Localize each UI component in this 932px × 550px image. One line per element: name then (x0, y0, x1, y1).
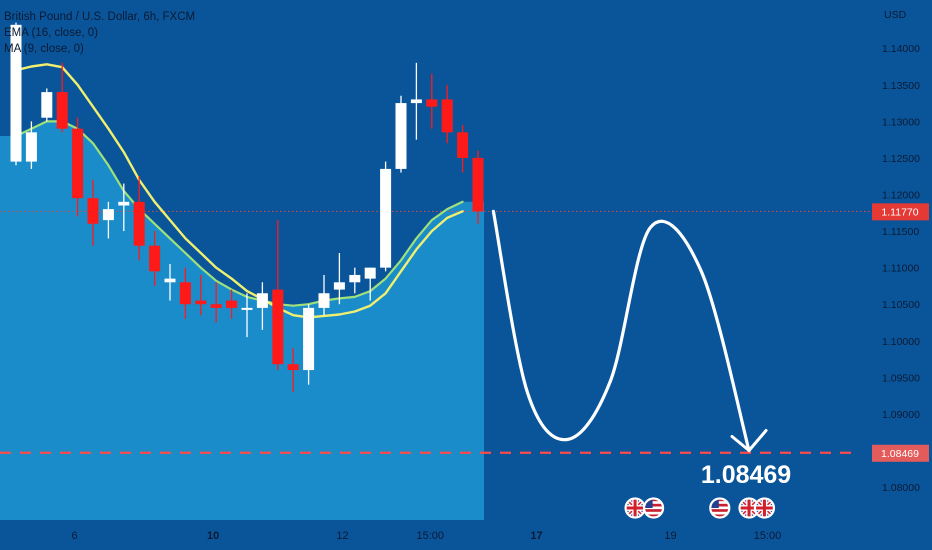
price-tick-label: 1.13500 (882, 80, 920, 92)
candle-body[interactable] (364, 267, 376, 279)
candle-body[interactable] (56, 92, 68, 129)
projection-arrowhead (730, 429, 768, 453)
price-tick-label: 1.11000 (882, 263, 919, 275)
price-unit-label: USD (884, 9, 907, 21)
candle-body[interactable] (164, 278, 176, 283)
time-tick-label: 12 (336, 530, 348, 542)
candle-body[interactable] (25, 132, 37, 162)
target-price-annotation: 1.08469 (701, 461, 791, 489)
price-tick-label: 1.08000 (882, 482, 920, 494)
price-tick-label: 1.09500 (882, 372, 920, 384)
candle-body[interactable] (10, 24, 22, 162)
projection-curve (491, 209, 751, 453)
candle-body[interactable] (303, 307, 315, 371)
overlay-layer: 1.08469 (491, 209, 791, 519)
ema-16-line (14, 63, 464, 319)
candle-body[interactable] (410, 99, 422, 104)
price-tick-label: 1.12000 (882, 190, 920, 202)
candle-body[interactable] (441, 99, 453, 133)
candle-body[interactable] (272, 289, 284, 365)
candle-body[interactable] (179, 282, 191, 305)
time-tick-label: 10 (207, 530, 219, 542)
candle-body[interactable] (133, 201, 145, 246)
candle-body[interactable] (333, 282, 345, 290)
time-tick-label: 17 (530, 530, 542, 542)
candle-body[interactable] (210, 304, 222, 308)
price-tick-label: 1.13000 (882, 116, 920, 128)
candle-body[interactable] (102, 209, 114, 221)
candle-body[interactable] (395, 103, 407, 169)
candle-body[interactable] (72, 128, 84, 199)
chart-legend: British Pound / U.S. Dollar, 6h, FXCM EM… (4, 9, 195, 57)
candle-body[interactable] (472, 157, 484, 212)
time-tick-label: 15:00 (416, 530, 444, 542)
candle-body[interactable] (118, 201, 130, 206)
candle-body[interactable] (256, 293, 268, 308)
candle-body[interactable] (457, 132, 469, 158)
candles-layer (10, 22, 484, 392)
candle-body[interactable] (195, 300, 207, 305)
area-fill-layer (0, 121, 484, 521)
candle-body[interactable] (41, 92, 53, 118)
ma-9-line (14, 120, 464, 307)
candle-body[interactable] (349, 274, 361, 283)
time-tick-label: 15:00 (754, 530, 782, 542)
candle-body[interactable] (241, 307, 253, 310)
price-tick-label: 1.10000 (882, 336, 920, 348)
time-tick-label: 6 (71, 530, 77, 542)
candle-body[interactable] (149, 245, 161, 272)
ma-legend[interactable]: MA (9, close, 0) (4, 43, 84, 55)
symbol-title[interactable]: British Pound / U.S. Dollar, 6h, FXCM (4, 11, 196, 23)
price-tick-label: 1.14000 (882, 43, 920, 55)
candle-body[interactable] (287, 364, 299, 371)
candle-body[interactable] (87, 198, 99, 224)
us-flag-icon[interactable] (642, 497, 665, 519)
price-axis[interactable]: 1.14000 1.13500 1.13000 1.12500 1.12000 1.115… (872, 9, 929, 494)
history-area-fill (0, 121, 484, 521)
price-tick-label: 1.12500 (882, 153, 920, 165)
indicator-layer (14, 63, 464, 319)
price-tick-label: 1.09000 (882, 409, 920, 421)
uk-flag-icon[interactable] (753, 497, 776, 519)
uk-flag-icon[interactable] (624, 497, 646, 519)
candle-body[interactable] (226, 300, 238, 308)
time-axis[interactable]: 6 10 12 15:00 17 19 15:00 (71, 530, 781, 542)
current-price-badge (872, 203, 929, 221)
time-tick-label: 19 (664, 530, 676, 542)
target-price-badge (872, 444, 929, 462)
grid-layer (0, 210, 870, 454)
target-price-label: 1.08469 (881, 448, 919, 460)
candle-body[interactable] (318, 293, 330, 308)
price-tick-label: 1.11500 (882, 226, 919, 238)
candle-body[interactable] (426, 99, 438, 107)
current-price-label: 1.11770 (881, 206, 918, 218)
us-flag-icon[interactable] (709, 497, 731, 519)
price-tick-label: 1.10500 (882, 299, 920, 311)
candle-body[interactable] (380, 168, 392, 268)
ema-legend[interactable]: EMA (16, close, 0) (4, 27, 98, 39)
